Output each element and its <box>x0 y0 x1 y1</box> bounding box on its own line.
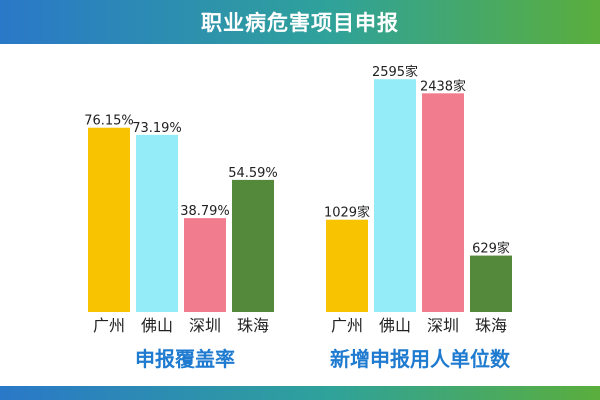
units-data-label-1: 1029家 <box>324 205 370 221</box>
units-category-label-2: 佛山 <box>379 316 411 335</box>
title-banner: 职业病危害项目申报 <box>0 0 600 44</box>
coverage-bar-4 <box>232 179 274 312</box>
units-category-label-1: 广州 <box>331 316 363 335</box>
coverage-data-label-4: 54.59% <box>228 166 278 181</box>
units-bar-4 <box>470 255 512 312</box>
units-data-label-4: 629家 <box>472 241 510 257</box>
coverage-category-label-4: 珠海 <box>237 316 269 335</box>
coverage-bar-2 <box>136 134 178 312</box>
page-title: 职业病危害项目申报 <box>201 11 399 35</box>
coverage-category-label-1: 广州 <box>93 316 125 335</box>
coverage-data-label-1: 76.15% <box>84 114 134 129</box>
units-bar-3 <box>422 93 464 312</box>
footer-bar <box>0 386 600 400</box>
units-data-label-3: 2438家 <box>420 78 466 94</box>
new-units-chart-title: 新增申报用人单位数 <box>330 347 510 371</box>
units-category-label-4: 珠海 <box>475 316 507 335</box>
coverage-category-label-3: 深圳 <box>189 316 221 335</box>
coverage-category-label-2: 佛山 <box>141 316 173 335</box>
units-category-label-3: 深圳 <box>427 316 459 335</box>
coverage-chart-title: 申报覆盖率 <box>135 347 235 371</box>
coverage-bar-3 <box>184 218 226 312</box>
coverage-bar-1 <box>88 127 130 312</box>
units-data-label-2: 2595家 <box>372 64 418 80</box>
units-bar-1 <box>326 219 368 312</box>
coverage-data-label-3: 38.79% <box>180 204 230 219</box>
units-bar-2 <box>374 79 416 312</box>
coverage-data-label-2: 73.19% <box>132 121 182 136</box>
